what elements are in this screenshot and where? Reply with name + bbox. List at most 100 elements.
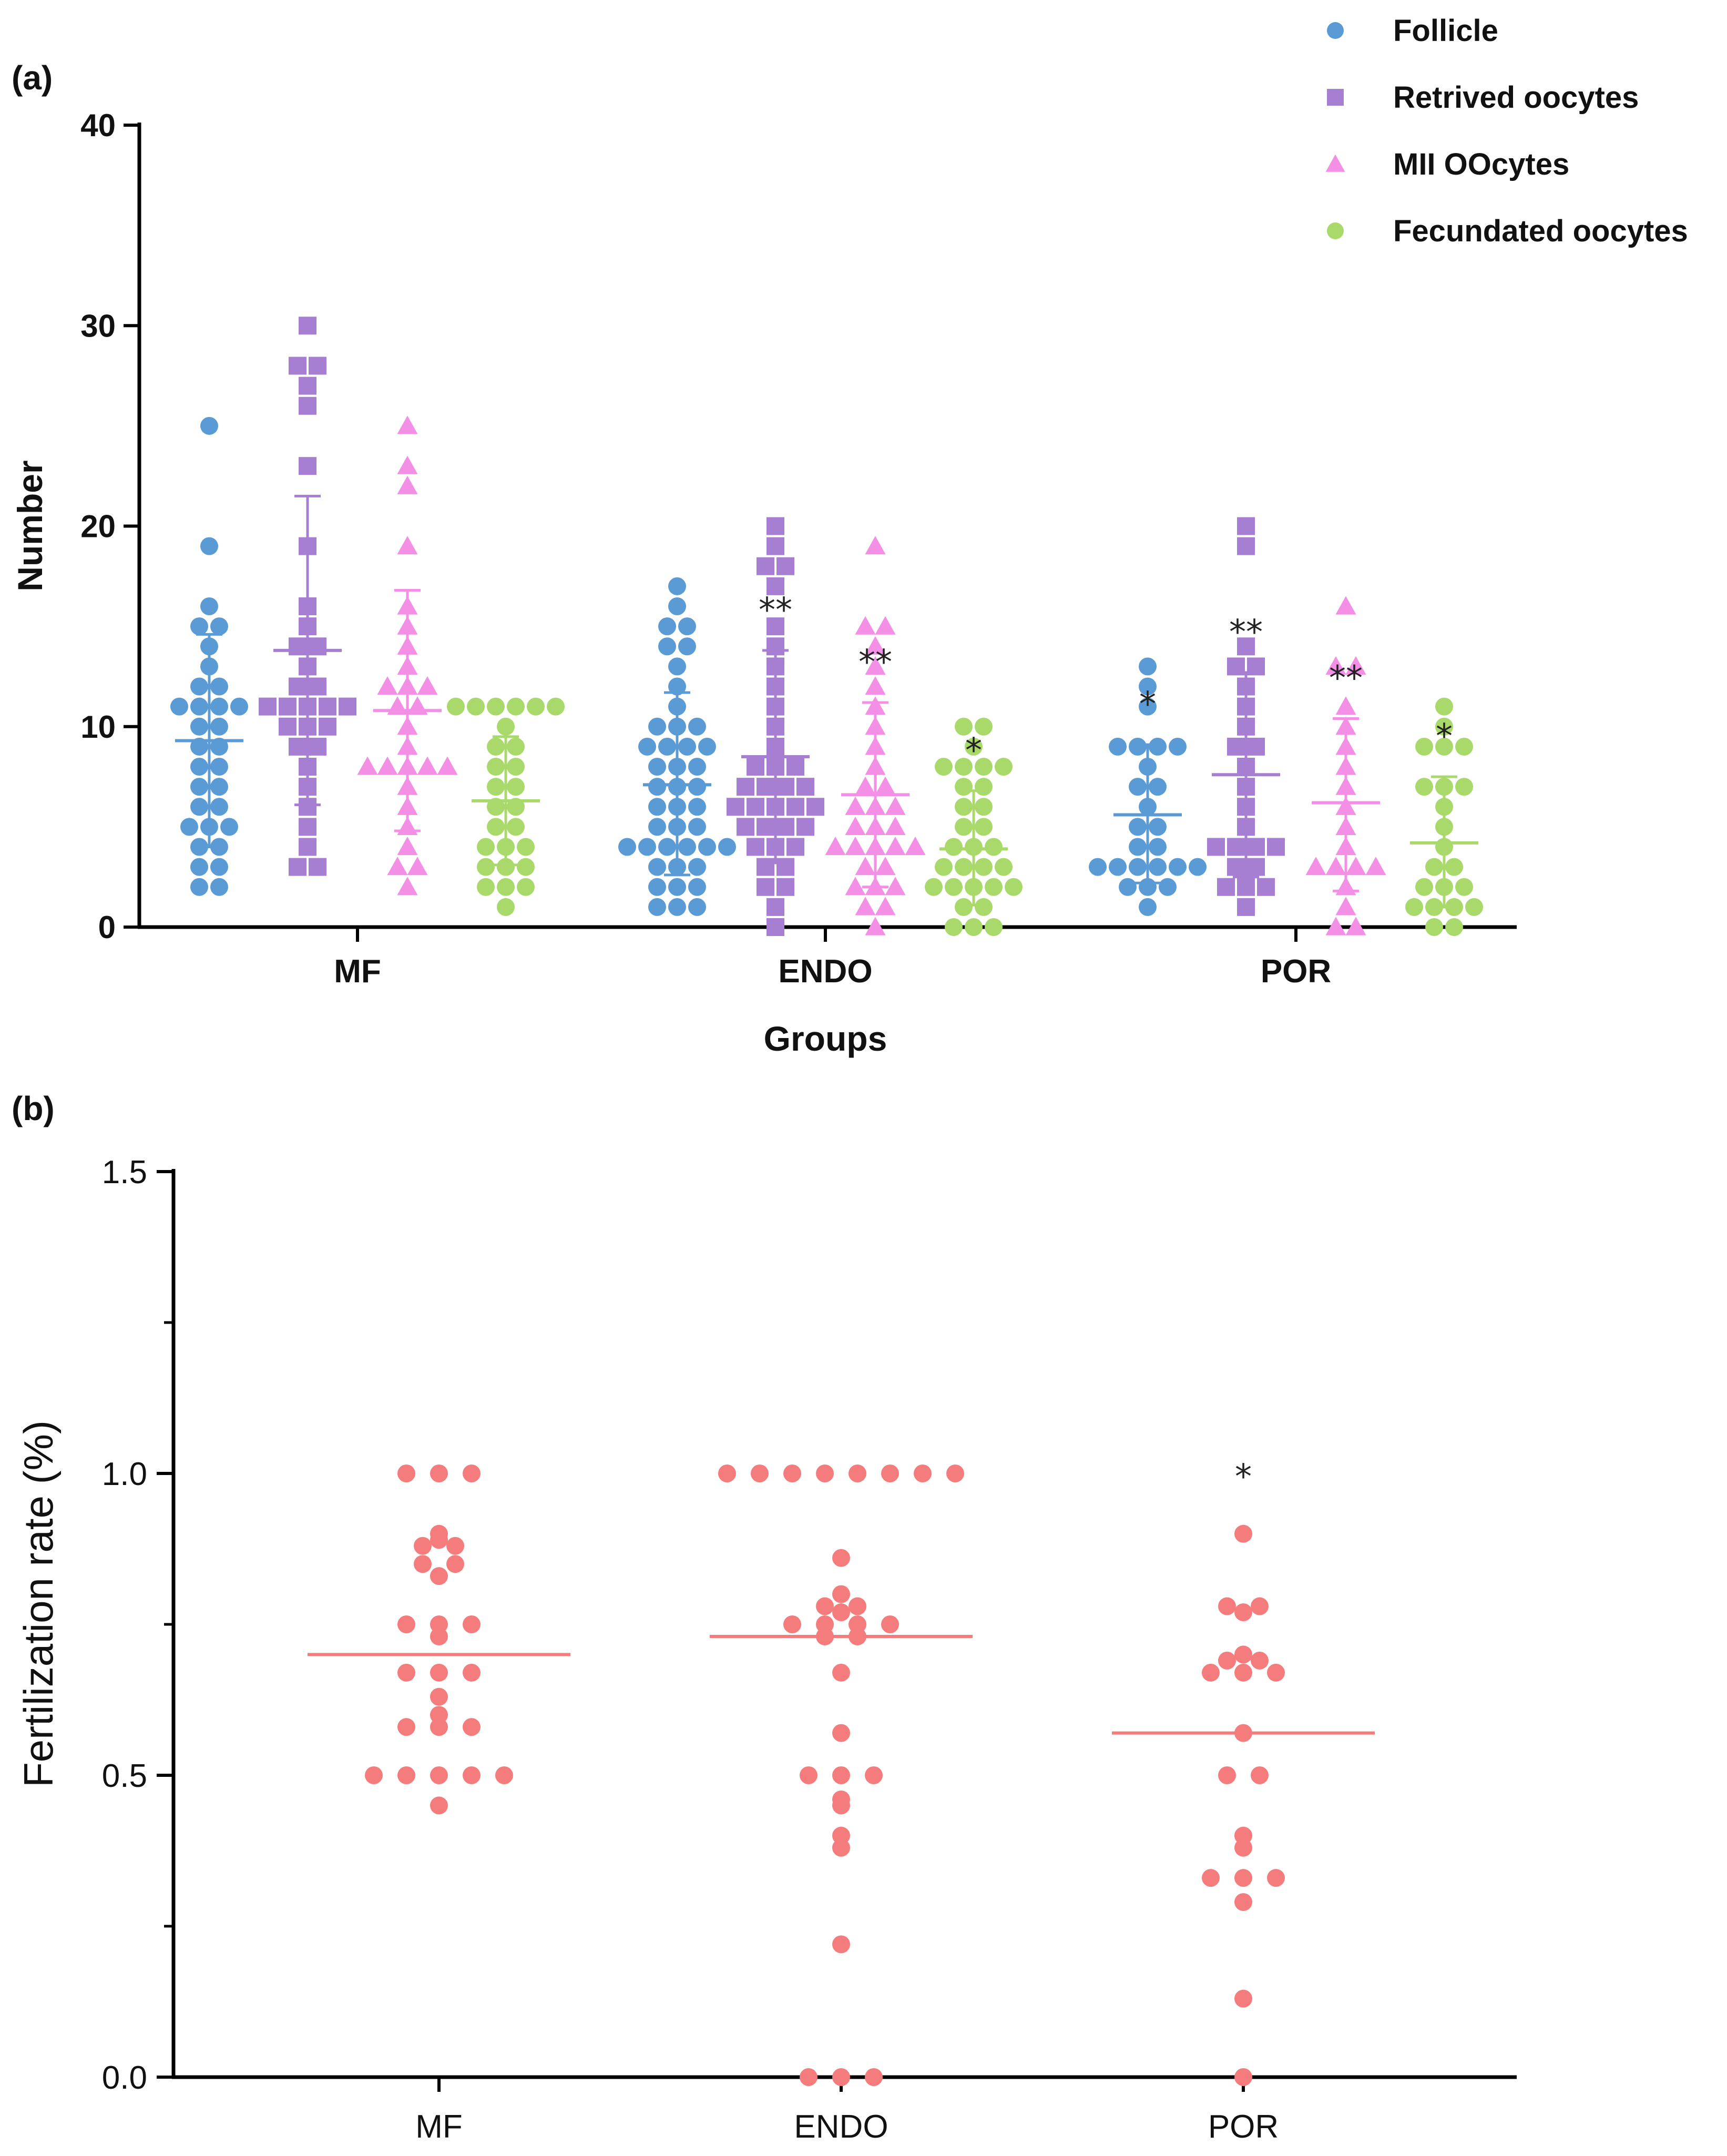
point-follicle-mf (190, 878, 208, 896)
legend-label-retrived-oocytes: Retrived oocytes (1393, 80, 1639, 115)
point-mii-oocytes-por (1335, 736, 1356, 755)
point-retrived-oocytes-mf (299, 617, 316, 636)
point-retrived-oocytes-mf (279, 697, 297, 716)
point-follicle-mf (190, 697, 208, 716)
point-retrived-oocytes-por (1207, 838, 1225, 856)
point-fecundated-oocytes-endo (955, 798, 973, 816)
point-follicle-por (1129, 737, 1147, 756)
point-fertilization-mf (397, 1766, 415, 1784)
point-retrived-oocytes-mf (279, 717, 297, 736)
panel-b-category-label-endo: ENDO (794, 2109, 888, 2145)
point-mii-oocytes-mf (357, 756, 378, 775)
point-fertilization-endo (800, 2068, 817, 2086)
point-mii-oocytes-endo (875, 857, 896, 876)
point-fecundated-oocytes-mf (547, 697, 565, 716)
point-mii-oocytes-por (1305, 857, 1326, 876)
significance-mii-oocytes-endo: ** (859, 643, 892, 682)
legend-marker-follicle (1327, 22, 1344, 39)
point-fertilization-mf (446, 1537, 464, 1555)
point-mii-oocytes-mf (397, 656, 418, 675)
point-fecundated-oocytes-endo (965, 737, 983, 756)
panel-b-axes: 0.0 0.5 1.0 1.5 MF ENDO POR (102, 1154, 1517, 2145)
point-retrived-oocytes-endo (796, 818, 814, 836)
point-follicle-mf (190, 778, 208, 796)
point-mii-oocytes-endo (865, 877, 886, 896)
point-fertilization-por (1202, 1869, 1220, 1887)
legend-marker-retrived-oocytes (1327, 89, 1344, 106)
point-retrived-oocytes-mf (309, 858, 326, 876)
point-fertilization-endo (718, 1465, 736, 1482)
point-retrived-oocytes-por (1247, 657, 1265, 676)
point-mii-oocytes-por (1325, 917, 1346, 935)
point-follicle-mf (200, 637, 218, 656)
point-retrived-oocytes-endo (767, 918, 784, 936)
point-mii-oocytes-endo (875, 897, 896, 916)
point-fecundated-oocytes-endo (985, 918, 1003, 936)
panel-a-y-title: Number (11, 460, 49, 591)
point-mii-oocytes-mf (397, 616, 418, 635)
point-mii-oocytes-mf (387, 857, 408, 876)
point-fertilization-endo (832, 1796, 850, 1815)
point-fertilization-por (1234, 1663, 1252, 1682)
significance-por: * (1235, 1458, 1252, 1497)
point-follicle-por (1139, 657, 1157, 676)
point-retrived-oocytes-mf (289, 637, 306, 656)
point-retrived-oocytes-mf (299, 838, 316, 856)
point-retrived-oocytes-mf (299, 657, 316, 676)
point-fecundated-oocytes-mf (497, 858, 515, 876)
point-follicle-por (1109, 858, 1127, 876)
point-retrived-oocytes-endo (767, 637, 784, 656)
point-retrived-oocytes-endo (767, 517, 784, 535)
point-fertilization-por (1234, 1989, 1252, 2008)
point-follicle-por (1139, 898, 1157, 916)
point-fertilization-por (1267, 1869, 1285, 1887)
point-retrived-oocytes-por (1237, 717, 1255, 736)
point-fecundated-oocytes-mf (477, 858, 495, 876)
point-fertilization-por (1251, 1597, 1269, 1615)
legend-label-follicle: Follicle (1393, 14, 1498, 48)
point-follicle-mf (190, 858, 208, 876)
point-follicle-endo (698, 737, 716, 756)
point-mii-oocytes-endo (875, 776, 896, 795)
point-retrived-oocytes-mf (289, 357, 306, 375)
point-retrived-oocytes-por (1237, 898, 1255, 916)
point-fecundated-oocytes-mf (527, 697, 545, 716)
point-follicle-endo (648, 858, 666, 876)
point-follicle-mf (200, 597, 218, 615)
point-fertilization-por (1234, 1869, 1252, 1887)
point-fecundated-oocytes-endo (985, 838, 1003, 856)
point-fecundated-oocytes-mf (497, 717, 515, 736)
panel-a-y-tick-label: 20 (80, 509, 116, 544)
point-fecundated-oocytes-endo (985, 878, 1003, 896)
panel-b-y-tick-label: 0.5 (102, 1758, 147, 1794)
point-follicle-mf (190, 677, 208, 696)
panel-a-x-title: Groups (764, 1019, 887, 1058)
panel-b-category-label-mf: MF (415, 2109, 463, 2145)
point-fecundated-oocytes-mf (517, 838, 535, 856)
point-follicle-endo (678, 838, 696, 856)
point-retrived-oocytes-endo (757, 778, 774, 796)
point-mii-oocytes-endo (865, 756, 886, 775)
panel-b-y-tick-label: 0.0 (102, 2060, 147, 2096)
point-retrived-oocytes-por (1237, 517, 1255, 535)
point-fertilization-mf (463, 1465, 481, 1482)
point-follicle-endo (688, 798, 706, 816)
point-follicle-por (1149, 778, 1167, 796)
point-mii-oocytes-mf (397, 756, 418, 775)
point-follicle-endo (648, 758, 666, 776)
point-follicle-por (1169, 858, 1187, 876)
point-retrived-oocytes-endo (776, 557, 794, 575)
point-retrived-oocytes-endo (806, 798, 824, 816)
point-fecundated-oocytes-endo (995, 858, 1013, 876)
point-fecundated-oocytes-por (1445, 918, 1463, 936)
point-fertilization-mf (430, 1567, 448, 1585)
point-follicle-por (1189, 858, 1207, 876)
point-follicle-mf (210, 838, 228, 856)
point-fecundated-oocytes-por (1445, 898, 1463, 916)
point-mii-oocytes-endo (845, 877, 866, 896)
point-fecundated-oocytes-mf (487, 778, 505, 796)
point-follicle-endo (688, 898, 706, 916)
point-fertilization-mf (463, 1615, 481, 1633)
